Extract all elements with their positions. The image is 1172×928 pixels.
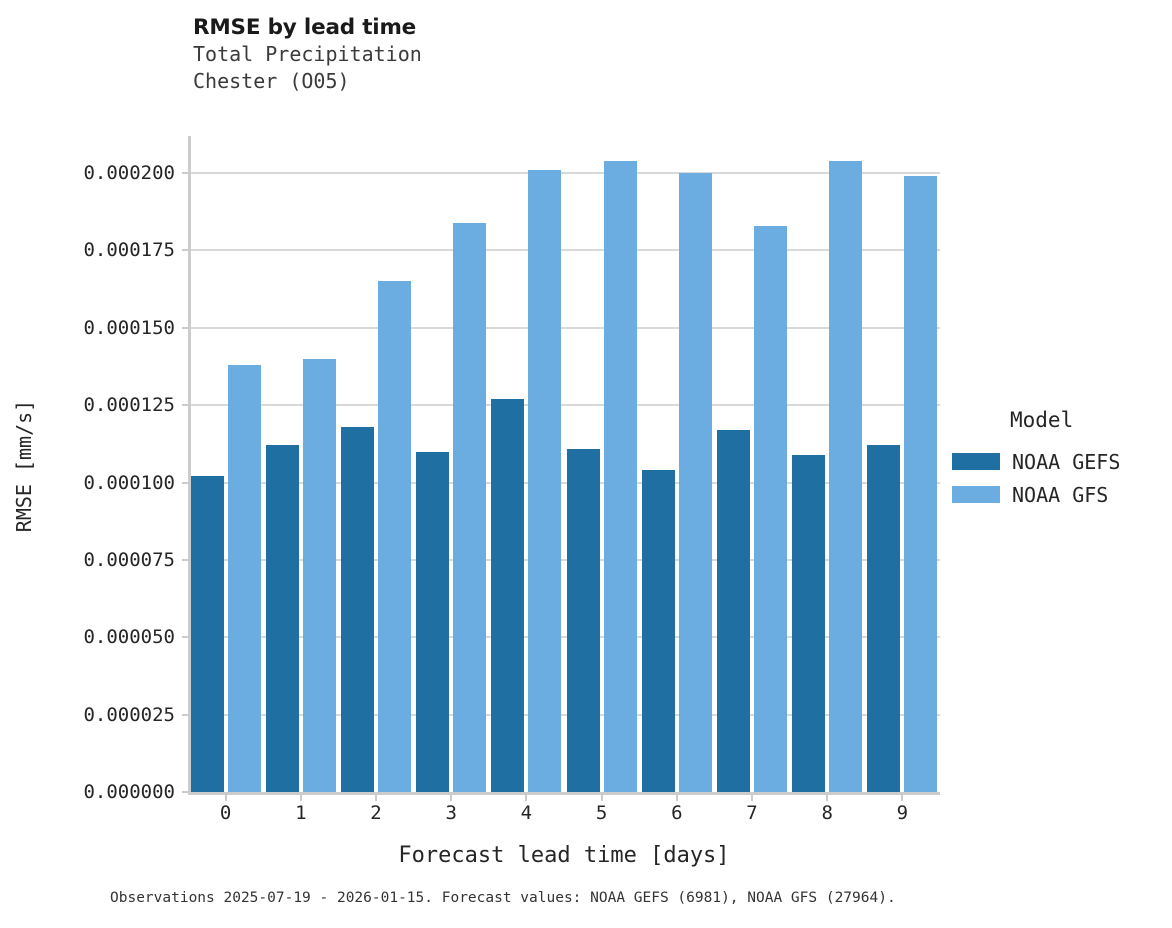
plot-area: [182, 136, 940, 801]
bar-noaa-gefs-day-9: [867, 445, 901, 792]
x-tick-mark: [299, 795, 302, 801]
y-tick-label: 0.000075: [83, 548, 175, 571]
bar-noaa-gfs-day-8: [829, 160, 863, 792]
chart-subtitle-location: Chester (O05): [193, 68, 350, 93]
x-tick-label: 4: [520, 802, 533, 824]
legend-entries: NOAA GEFS NOAA GFS: [952, 445, 1167, 511]
bar-noaa-gfs-day-5: [603, 160, 637, 792]
y-tick-mark: [182, 558, 189, 561]
y-tick-mark: [182, 791, 189, 793]
gridline: [191, 481, 940, 484]
y-tick-label: 0.000025: [83, 703, 175, 726]
bar-noaa-gefs-day-8: [792, 454, 826, 792]
y-axis-tick-labels: 0.000000 0.000025 0.000050 0.000075 0.000100…: [0, 136, 175, 803]
x-tick-mark: [751, 795, 753, 801]
legend-title: Model: [1010, 408, 1074, 432]
bar-noaa-gefs-day-1: [265, 445, 299, 792]
y-tick-label: 0.000125: [83, 394, 175, 417]
x-tick-label: 9: [896, 802, 909, 824]
gridline: [191, 326, 940, 329]
legend: Model NOAA GEFS NOAA GFS: [952, 408, 1167, 511]
y-tick-label: 0.000175: [83, 239, 175, 262]
x-tick-label: 0: [219, 802, 232, 824]
y-axis-spine: [188, 136, 191, 795]
bar-noaa-gfs-day-7: [754, 225, 787, 792]
x-tick-label: 3: [445, 802, 457, 824]
x-tick-label: 6: [671, 802, 683, 824]
chart-subtitle-variable: Total Precipitation: [193, 42, 422, 66]
title-block: RMSE by lead time Total Precipitation Ch…: [193, 14, 933, 94]
y-tick-label: 0.000200: [83, 162, 175, 185]
gridline: [191, 172, 940, 175]
gridline: [191, 558, 940, 561]
x-tick-mark: [450, 795, 453, 801]
bar-noaa-gfs-day-9: [904, 176, 938, 792]
bar-noaa-gfs-day-4: [528, 170, 562, 792]
page-title: RMSE by lead time: [193, 15, 417, 40]
x-tick-label: 8: [821, 802, 833, 824]
bar-noaa-gfs-day-3: [453, 222, 487, 792]
bar-noaa-gefs-day-2: [341, 426, 374, 792]
bar-noaa-gefs-day-4: [491, 399, 525, 792]
bar-noaa-gfs-day-0: [227, 364, 261, 792]
x-tick-label: 5: [595, 802, 608, 824]
x-tick-mark: [675, 795, 678, 801]
legend-entry-noaa-gfs[interactable]: NOAA GFS: [952, 478, 1167, 511]
x-tick-mark: [525, 795, 528, 801]
y-tick-label: 0.000150: [83, 316, 175, 339]
y-tick-mark: [182, 249, 189, 252]
x-axis-title: Forecast lead time [days]: [398, 843, 730, 868]
x-tick-mark: [901, 795, 904, 801]
legend-label: NOAA GEFS: [1012, 449, 1121, 474]
legend-swatch-icon: [952, 453, 1000, 470]
x-tick-mark: [826, 795, 829, 801]
legend-entry-noaa-gefs[interactable]: NOAA GEFS: [952, 445, 1167, 478]
footnote: Observations 2025-07-19 - 2026-01-15. Fo…: [110, 890, 896, 906]
gridline: [191, 404, 940, 407]
gridline: [191, 249, 940, 252]
bar-noaa-gefs-day-3: [416, 451, 450, 792]
y-tick-mark: [182, 172, 189, 175]
bar-noaa-gfs-day-2: [378, 281, 411, 792]
legend-swatch-icon: [952, 486, 1000, 503]
bar-noaa-gefs-day-7: [717, 429, 750, 792]
y-tick-label: 0.000000: [83, 781, 175, 803]
y-tick-mark: [182, 326, 189, 329]
x-tick-mark: [224, 795, 227, 801]
gridline: [191, 636, 940, 639]
y-tick-label: 0.000050: [83, 626, 175, 649]
legend-label: NOAA GFS: [1012, 482, 1109, 507]
bar-noaa-gfs-day-6: [678, 173, 712, 792]
x-tick-mark: [375, 795, 377, 801]
y-tick-mark: [182, 636, 189, 639]
x-tick-label: 2: [370, 802, 382, 824]
y-tick-mark: [182, 404, 189, 407]
x-axis-tick-labels: 0 1 2 3 4 5 6 7 8 9: [188, 802, 940, 832]
y-axis-title: RMSE [mm/s]: [12, 399, 36, 533]
x-axis-spine: [188, 792, 940, 795]
y-tick-mark: [182, 713, 189, 716]
bar-noaa-gefs-day-0: [190, 476, 224, 792]
gridline: [191, 713, 940, 716]
x-tick-mark: [600, 795, 603, 801]
y-tick-label: 0.000100: [83, 471, 175, 494]
y-tick-mark: [182, 481, 189, 484]
bar-noaa-gfs-day-1: [302, 358, 336, 792]
x-tick-label: 1: [295, 802, 307, 824]
x-tick-label: 7: [746, 802, 758, 824]
bar-noaa-gefs-day-5: [566, 448, 600, 792]
bar-noaa-gefs-day-6: [641, 470, 675, 792]
